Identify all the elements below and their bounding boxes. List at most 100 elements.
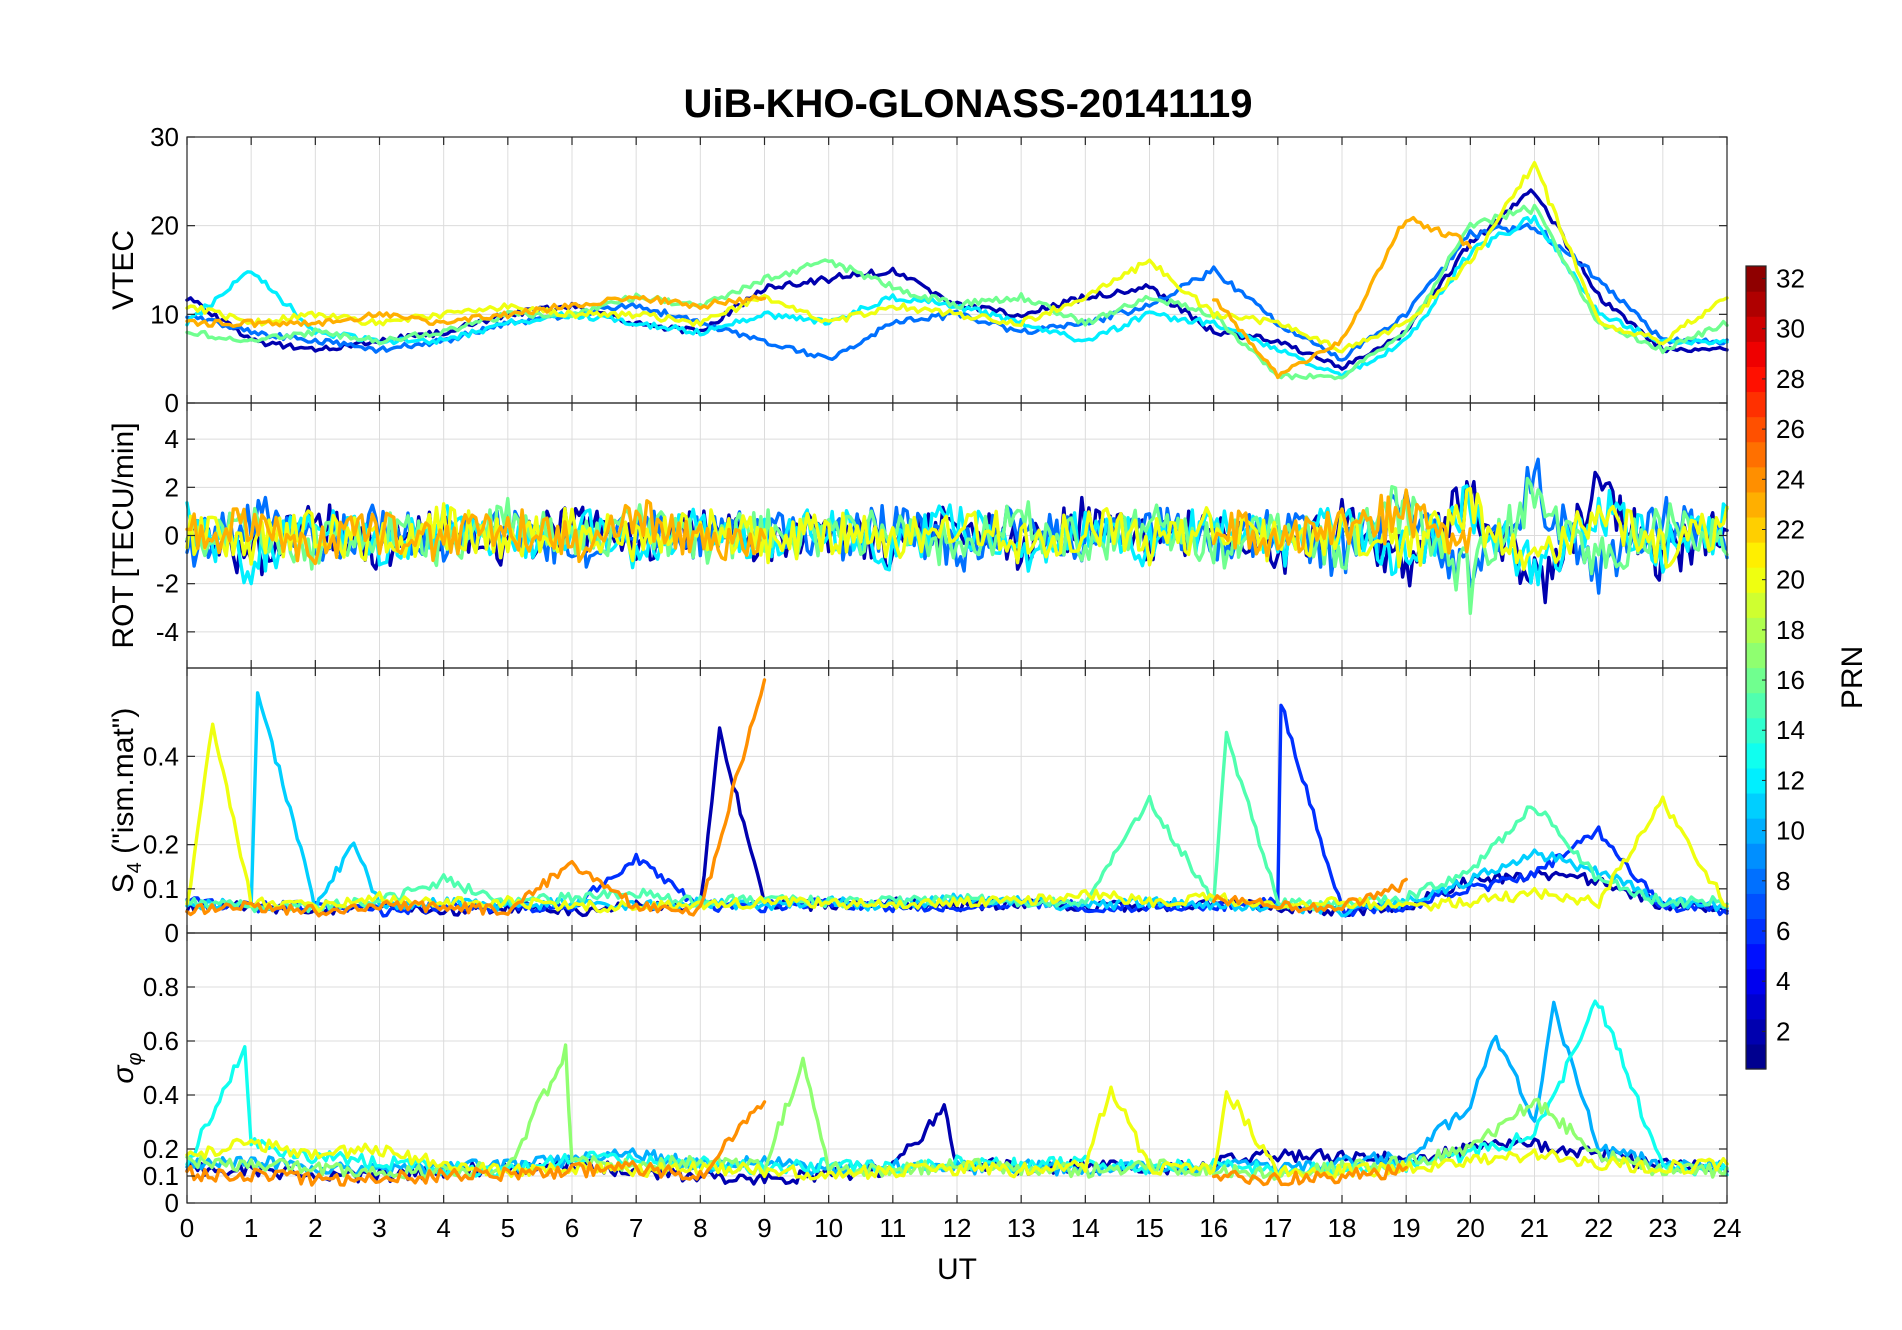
series-prn-20 (185, 486, 1729, 572)
colorbar-tick-label: 6 (1776, 916, 1790, 946)
panel-sigma: 00.10.2 0.4 0.6 0.8 σφ (107, 932, 1729, 1218)
colorbar-cell (1746, 767, 1766, 794)
y-tick-label: 0.2 (143, 830, 179, 860)
colorbar-tick-label: 24 (1776, 464, 1805, 494)
grid-sigma (187, 933, 1727, 1203)
x-tick-label: 1 (244, 1213, 258, 1243)
colorbar-cell (1746, 792, 1766, 819)
x-tick-label: 7 (629, 1213, 643, 1243)
colorbar-cell (1746, 592, 1766, 618)
panel-rot: -4 -2 0 2 4 ROT [TECU/min] (107, 402, 1729, 669)
panel-vtec: 0 10 20 30 VTEC (107, 122, 1729, 418)
colorbar-tick-label: 22 (1776, 514, 1805, 544)
x-tick-label: 10 (814, 1213, 843, 1243)
x-tick-label: 22 (1584, 1213, 1613, 1243)
y-ticks-s4: 0 0.1 0.2 0.4 (143, 741, 1727, 948)
colorbar-cell (1746, 491, 1766, 518)
traces-sigma (185, 999, 1729, 1187)
colorbar-tick-label: 20 (1776, 565, 1805, 595)
x-tick-label: 8 (693, 1213, 707, 1243)
series-prn-20 (185, 161, 1729, 354)
series-prn-2 (185, 188, 1729, 371)
y-axis-label-sigma: σφ (107, 1052, 146, 1083)
colorbar-tick-label: 4 (1776, 966, 1790, 996)
x-tick-label: 13 (1007, 1213, 1036, 1243)
series-prn-23 (185, 215, 1472, 380)
series-prn-17 (185, 1043, 1729, 1181)
y-axis-label-vtec: VTEC (107, 230, 140, 310)
colorbar-tick-label: 18 (1776, 615, 1805, 645)
x-axis-label: UT (937, 1253, 977, 1286)
x-tick-label: 3 (372, 1213, 386, 1243)
colorbar-tick-label: 14 (1776, 715, 1805, 745)
y-axis-label-s4: S4 ("ism.mat") (107, 708, 146, 894)
y-ticks-sigma: 00.10.2 0.4 0.6 0.8 (143, 972, 1727, 1218)
y-tick-label: 2 (165, 472, 179, 502)
grid-vtec (187, 137, 1727, 403)
colorbar-cell (1746, 893, 1766, 920)
colorbar-tick-label: 12 (1776, 765, 1805, 795)
colorbar-tick-label: 30 (1776, 314, 1805, 344)
colorbar-label: PRN (1836, 646, 1869, 709)
x-tick-label: 6 (565, 1213, 579, 1243)
x-tick-label: 11 (879, 1213, 906, 1243)
x-tick-label: 21 (1520, 1213, 1549, 1243)
colorbar-cell (1746, 466, 1766, 493)
series-prn-24 (185, 1100, 1408, 1187)
figure-title: UiB-KHO-GLONASS-20141119 (683, 82, 1252, 126)
y-axis-label-rot: ROT [TECU/min] (107, 422, 140, 648)
y-tick-label: 0 (165, 1188, 179, 1218)
y-ticks-vtec: 0 10 20 30 (150, 122, 1727, 418)
colorbar-cell (1746, 642, 1766, 669)
colorbar-cell (1746, 391, 1766, 418)
colorbar-cell (1746, 366, 1766, 393)
colorbar-cell (1746, 717, 1766, 744)
series-prn-23 (185, 488, 1472, 566)
x-tick-label: 0 (180, 1213, 194, 1243)
colorbar-cell (1746, 266, 1766, 292)
colorbar-cell (1746, 542, 1766, 568)
traces-s4 (185, 678, 1729, 918)
colorbar-cell (1746, 341, 1766, 367)
x-tick-label: 20 (1456, 1213, 1485, 1243)
y-tick-label: 20 (150, 211, 179, 241)
colorbar-cell (1746, 742, 1766, 769)
y-tick-label: -4 (156, 617, 179, 647)
colorbar-tick-label: 10 (1776, 816, 1805, 846)
colorbar-tick-label: 8 (1776, 866, 1790, 896)
x-tick-label: 2 (308, 1213, 322, 1243)
y-tick-label: 0.1 (143, 1161, 179, 1191)
series-prn-13 (185, 999, 1729, 1179)
series-prn-24 (185, 678, 1408, 918)
y-label-part: ("ism.mat") (107, 708, 140, 863)
x-tick-label: 17 (1263, 1213, 1292, 1243)
y-tick-label: 0.1 (143, 874, 179, 904)
x-tick-label: 23 (1648, 1213, 1677, 1243)
colorbar-cell (1746, 818, 1766, 844)
y-label-part: S (107, 873, 140, 893)
y-tick-label: -2 (156, 569, 179, 599)
y-tick-label: 0 (165, 918, 179, 948)
colorbar-cell (1746, 516, 1766, 543)
colorbar-cell (1746, 993, 1766, 1020)
colorbar-cell (1746, 441, 1766, 468)
y-tick-label: 0.6 (143, 1026, 179, 1056)
traces-rot (185, 457, 1729, 615)
traces-vtec (185, 161, 1729, 381)
x-tick-label: 18 (1328, 1213, 1357, 1243)
x-tick-label: 4 (436, 1213, 450, 1243)
colorbar-tick-label: 16 (1776, 665, 1805, 695)
y-tick-label: 0 (165, 388, 179, 418)
colorbar-cell (1746, 567, 1766, 593)
panel-s4: 0 0.1 0.2 0.4 S4 ("ism.mat") (107, 667, 1729, 948)
colorbar-tick-label: 28 (1776, 364, 1805, 394)
x-tick-label: 9 (757, 1213, 771, 1243)
y-label-part: 4 (124, 862, 146, 873)
x-tick-label: 12 (943, 1213, 972, 1243)
x-tick-label: 15 (1135, 1213, 1164, 1243)
y-tick-label: 0.4 (143, 1080, 179, 1110)
y-label-part: σ (107, 1064, 140, 1084)
series-prn-20 (185, 1085, 1729, 1181)
y-tick-label: 0.8 (143, 972, 179, 1002)
y-ticks-rot: -4 -2 0 2 4 (156, 424, 1727, 647)
